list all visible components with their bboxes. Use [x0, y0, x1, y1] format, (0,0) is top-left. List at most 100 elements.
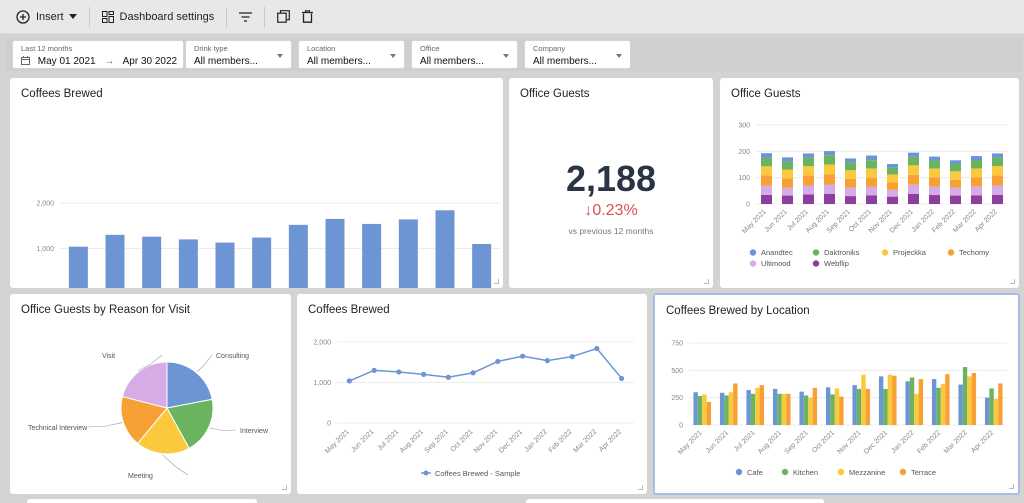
legend-swatch	[749, 249, 757, 256]
insert-button[interactable]: Insert	[10, 5, 83, 29]
dashboard-settings-button[interactable]: Dashboard settings	[96, 5, 221, 29]
grouped-bar	[719, 392, 725, 425]
stacked-bar-segment	[992, 194, 1003, 204]
guests-by-reason-card[interactable]: Office Guests by Reason for Visit Consul…	[10, 294, 291, 494]
resize-handle[interactable]	[1009, 484, 1014, 489]
x-tick-label: Dec 2021	[498, 428, 524, 454]
date-range-filter[interactable]: Last 12 months May 01 2021 → Apr 30 2022	[12, 40, 184, 69]
card-title: Coffees Brewed	[21, 88, 103, 100]
date-from: May 01 2021	[37, 56, 96, 67]
legend-swatch	[812, 249, 820, 256]
legend-label: Ultimood	[761, 259, 791, 268]
x-tick-label: Nov 2021	[473, 428, 499, 454]
toolbar-divider	[88, 6, 90, 27]
bar	[142, 236, 162, 288]
office-guests-stacked-card[interactable]: Office Guests 0 100 200 300 May 2021 Jun 2021…	[720, 78, 1019, 288]
stacked-bar-segment	[887, 182, 898, 190]
stacked-bar-segment	[929, 156, 940, 161]
legend-label: Kitchen	[793, 468, 818, 477]
calendar-icon	[21, 56, 30, 65]
legend-swatch	[781, 468, 789, 476]
resize-handle[interactable]	[638, 485, 643, 490]
stacked-bar-segment	[887, 174, 898, 183]
pie-slice	[136, 407, 190, 455]
coffees-brewed-line-card[interactable]: Coffees Brewed 0 1,000 2,000 May 2021 Jun 20…	[297, 294, 647, 494]
stacked-bar-segment	[824, 193, 835, 204]
pie-label: Consulting	[216, 353, 249, 360]
x-tick-label: Jun 2021	[350, 428, 375, 453]
location-value: All members...	[307, 56, 371, 67]
stacked-bar-segment	[929, 160, 940, 169]
x-tick-label: Apr 2022	[970, 429, 995, 454]
x-tick-label: Oct 2021	[811, 429, 836, 454]
filter-button[interactable]	[233, 5, 258, 29]
series-line	[349, 347, 623, 382]
x-tick-label: May 2021	[324, 428, 351, 455]
x-tick-label: Mar 2022	[572, 428, 598, 454]
stacked-bar-segment	[803, 166, 814, 176]
stacked-bar-segment	[971, 168, 982, 178]
stacked-bar-segment	[971, 177, 982, 187]
stacked-bar-segment	[950, 187, 961, 196]
bar	[252, 237, 272, 288]
bar	[105, 234, 125, 288]
grouped-bar	[702, 394, 707, 425]
stacked-bar-segment	[992, 157, 1003, 167]
grouped-bar	[830, 394, 835, 425]
dashboard-grid-icon	[101, 10, 114, 23]
drink-type-filter[interactable]: Drink type All members...	[185, 40, 292, 69]
stacked-bar-segment	[950, 163, 961, 172]
grouped-bar	[772, 388, 778, 425]
stacked-bar-segment	[761, 175, 772, 186]
delete-button[interactable]	[296, 5, 319, 29]
pie-label: Technical Interview	[28, 425, 88, 432]
resize-handle[interactable]	[704, 279, 709, 284]
grouped-bar	[755, 387, 760, 425]
legend-label: Cafe	[747, 468, 763, 477]
x-tick-label: Feb 2022	[548, 428, 574, 454]
x-tick-label: Aug 2021	[757, 429, 783, 455]
stacked-bar-segment	[929, 186, 940, 196]
stacked-bar-segment	[887, 196, 898, 204]
office-label: Office	[420, 44, 440, 53]
arrow-down-icon: ↓	[584, 202, 593, 219]
resize-handle[interactable]	[282, 485, 287, 490]
office-filter[interactable]: Office All members...	[411, 40, 518, 69]
stacked-bar-segment	[866, 160, 877, 169]
office-guests-kpi-card[interactable]: Office Guests 2,188 ↓0.23% vs previous 1…	[509, 78, 713, 288]
stacked-bar-segment	[908, 165, 919, 175]
chevron-down-icon	[616, 54, 622, 58]
filter-lines-icon	[239, 11, 253, 22]
bar	[178, 239, 198, 288]
stacked-bar-segment	[782, 169, 793, 179]
stacked-bar-segment	[992, 166, 1003, 176]
stacked-bar-segment	[824, 155, 835, 165]
toolbar-divider	[226, 6, 228, 27]
data-point	[495, 358, 501, 365]
duplicate-button[interactable]	[271, 5, 296, 29]
grouped-bar	[834, 388, 840, 425]
drink-type-value: All members...	[194, 56, 258, 67]
y-tick-label: 0	[679, 423, 683, 430]
resize-handle[interactable]	[1010, 279, 1015, 284]
pie-slice	[166, 398, 214, 449]
location-filter[interactable]: Location All members...	[298, 40, 405, 69]
grouped-bar	[759, 385, 765, 425]
coffees-by-location-card[interactable]: Coffees Brewed by Location 0 250 500 750 May…	[653, 293, 1020, 495]
y-tick-label: 250	[671, 395, 683, 402]
grouped-bar	[803, 395, 809, 425]
grouped-bar	[724, 395, 729, 425]
stacked-bar-segment	[866, 168, 877, 178]
stacked-bar-segment	[908, 156, 919, 166]
legend-swatch	[881, 249, 889, 256]
company-filter[interactable]: Company All members...	[524, 40, 631, 69]
copy-icon	[277, 10, 291, 23]
stacked-bar-segment	[992, 185, 1003, 195]
resize-handle[interactable]	[494, 279, 499, 284]
legend-swatch	[947, 249, 955, 256]
pie-label: Visit	[102, 353, 115, 360]
y-tick-label: 300	[738, 123, 750, 130]
legend-label: Projeckka	[893, 248, 927, 257]
